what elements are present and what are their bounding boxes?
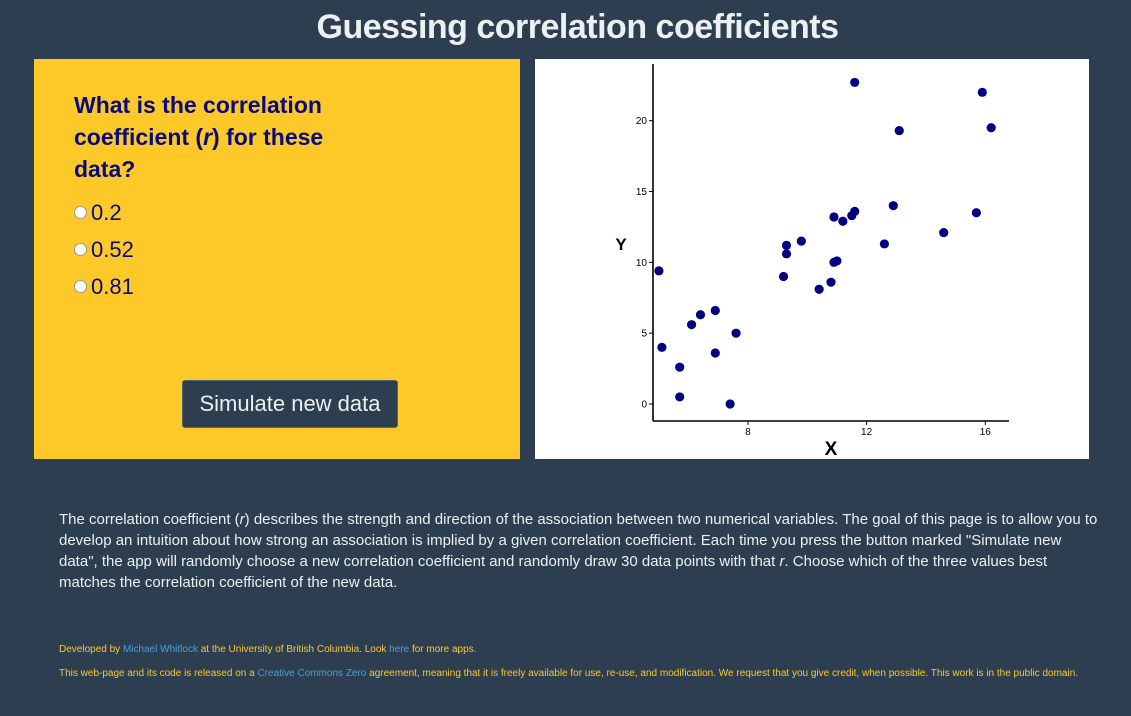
- radio-button[interactable]: [74, 243, 87, 256]
- credits-line-license: This web-page and its code is released o…: [59, 668, 1119, 679]
- answer-option-3[interactable]: 0.81: [74, 268, 134, 305]
- radio-button[interactable]: [74, 280, 87, 293]
- data-point: [986, 123, 996, 133]
- data-point: [832, 256, 842, 266]
- y-tick-label: 10: [636, 258, 648, 269]
- data-point: [675, 362, 685, 372]
- credits-text: This web-page and its code is released o…: [59, 668, 258, 679]
- data-point: [829, 212, 839, 222]
- data-points: [654, 77, 996, 409]
- data-point: [686, 320, 697, 330]
- data-point: [894, 125, 904, 136]
- page-title: Guessing correlation coefficients: [316, 8, 839, 46]
- scatter-plot-panel: 8 12 16 0 5 10 15 20 X Y: [535, 59, 1089, 459]
- data-point: [850, 206, 860, 216]
- question-text: What is the correlation coefficient (r) …: [74, 89, 374, 185]
- data-point: [695, 310, 706, 320]
- x-axis-ticks: 8 12 16: [745, 421, 991, 438]
- question-r-symbol: r: [203, 124, 213, 150]
- data-point: [710, 348, 720, 358]
- data-point: [796, 236, 806, 246]
- credits-line-developer: Developed by Michael Whitlock at the Uni…: [59, 644, 1119, 655]
- data-point: [977, 87, 987, 97]
- description-r-symbol: r: [779, 553, 785, 570]
- creative-commons-link[interactable]: Creative Commons Zero: [257, 668, 367, 679]
- y-tick-label: 15: [636, 187, 648, 198]
- data-point: [781, 240, 792, 250]
- credits-text: agreement, meaning that it is freely ava…: [366, 668, 1079, 679]
- y-tick-label: 0: [641, 400, 647, 411]
- y-axis-ticks: 0 5 10 15 20: [636, 116, 653, 411]
- answer-option-label: 0.52: [91, 236, 134, 262]
- description-text: ) describes the strength and direction o…: [59, 511, 1098, 570]
- data-point: [710, 305, 720, 316]
- x-tick-label: 8: [745, 427, 751, 438]
- data-point: [654, 266, 664, 276]
- answer-options: 0.2 0.52 0.81: [74, 194, 134, 305]
- credits-text: at the University of British Columbia. L…: [197, 644, 390, 655]
- scatter-plot: 8 12 16 0 5 10 15 20 X Y: [615, 64, 1009, 459]
- data-point: [778, 271, 789, 282]
- question-panel: What is the correlation coefficient (r) …: [34, 59, 520, 459]
- answer-option-2[interactable]: 0.52: [74, 231, 134, 268]
- data-point: [814, 284, 824, 294]
- radio-button[interactable]: [74, 206, 87, 219]
- data-point: [939, 227, 949, 238]
- data-point: [675, 392, 685, 402]
- credits-text: Developed by: [59, 644, 123, 655]
- description-r-symbol: r: [239, 511, 245, 528]
- data-point: [850, 77, 860, 88]
- data-point: [826, 277, 836, 287]
- answer-option-label: 0.81: [91, 273, 134, 299]
- credits-text: for more apps.: [409, 644, 477, 655]
- x-tick-label: 16: [980, 427, 992, 438]
- question-text-part2: ) for these data?: [74, 124, 324, 182]
- y-axis-label: Y: [615, 235, 627, 254]
- answer-option-label: 0.2: [91, 199, 122, 225]
- data-point: [879, 239, 889, 249]
- description-text: The correlation coefficient (: [59, 511, 240, 528]
- description-text: . Choose which of the three values best …: [59, 553, 1048, 591]
- author-link[interactable]: Michael Whitlock: [122, 644, 198, 655]
- data-point: [888, 201, 898, 211]
- x-axis-label: X: [825, 439, 838, 459]
- data-point: [971, 208, 981, 218]
- data-point: [838, 216, 848, 226]
- y-tick-label: 20: [636, 116, 648, 127]
- data-point: [657, 342, 667, 352]
- description-paragraph: The correlation coefficient (r) describe…: [59, 509, 1099, 593]
- data-point: [781, 249, 792, 259]
- simulate-new-data-button[interactable]: Simulate new data: [182, 380, 398, 428]
- data-point: [731, 328, 741, 338]
- question-text-part1: What is the correlation coefficient (: [74, 92, 322, 150]
- answer-option-1[interactable]: 0.2: [74, 194, 134, 231]
- data-point: [725, 399, 735, 409]
- y-tick-label: 5: [641, 329, 647, 340]
- more-apps-link[interactable]: here: [389, 644, 410, 655]
- x-tick-label: 12: [861, 427, 873, 438]
